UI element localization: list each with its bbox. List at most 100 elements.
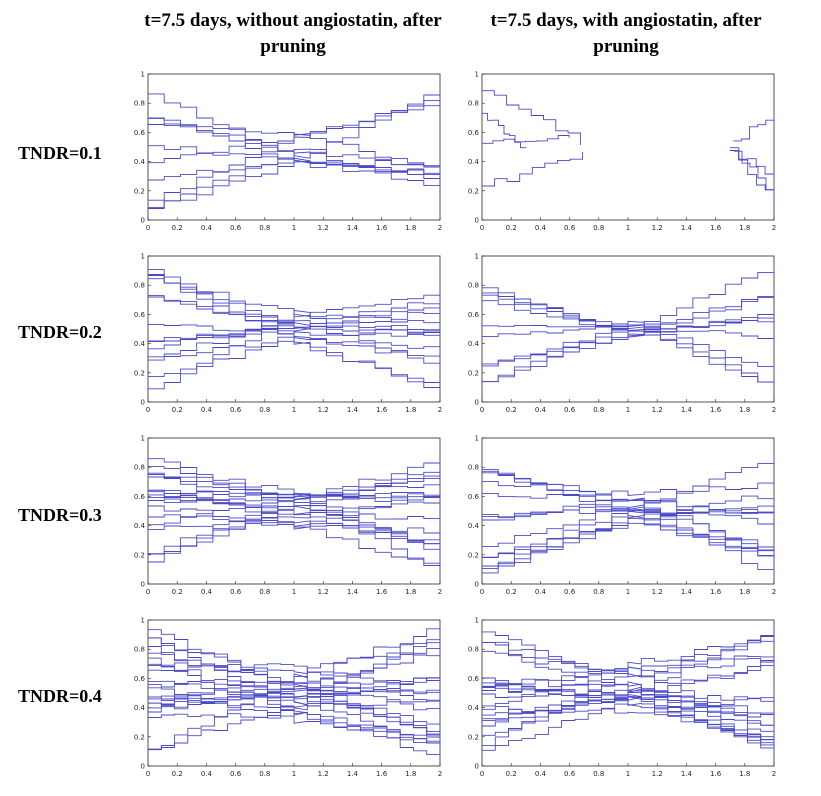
x-tick-label: 1.8 bbox=[405, 224, 416, 232]
vessel-line bbox=[148, 522, 441, 534]
vessel-line bbox=[733, 114, 775, 142]
y-tick-label: 0.8 bbox=[468, 646, 479, 654]
vessel-line bbox=[148, 466, 441, 499]
vessel-line bbox=[482, 494, 775, 569]
x-tick-label: 2 bbox=[438, 406, 442, 414]
vessel-line bbox=[148, 296, 441, 326]
y-tick-label: 0 bbox=[141, 399, 145, 407]
vessel-line bbox=[482, 90, 581, 145]
y-tick-label: 0.8 bbox=[468, 464, 479, 472]
vessel-plot-4-2: 0 0.2 0.4 0.6 0.8 1 1.2 1.4 1.6 1.8 2 0 0.2 0.4 0.6 0.8… bbox=[468, 617, 776, 779]
x-tick-label: 2 bbox=[772, 224, 776, 232]
x-tick-label: 1.8 bbox=[405, 588, 416, 596]
x-tick-label: 0.2 bbox=[506, 224, 517, 232]
x-tick-label: 1.4 bbox=[681, 588, 693, 596]
y-tick-label: 0 bbox=[141, 217, 145, 225]
x-tick-label: 0.4 bbox=[201, 406, 213, 414]
x-tick-label: 0.2 bbox=[172, 770, 183, 778]
x-tick-label: 1.2 bbox=[318, 406, 329, 414]
x-tick-label: 0.2 bbox=[506, 406, 517, 414]
vessel-line bbox=[482, 480, 775, 496]
x-tick-label: 0.8 bbox=[259, 224, 270, 232]
vessel-line bbox=[148, 637, 441, 690]
x-tick-label: 0.6 bbox=[564, 224, 576, 232]
x-tick-label: 1.2 bbox=[318, 588, 329, 596]
x-tick-label: 0.8 bbox=[593, 406, 604, 414]
x-tick-label: 0.8 bbox=[259, 406, 270, 414]
vessel-line bbox=[148, 88, 441, 181]
x-tick-label: 1 bbox=[626, 406, 630, 414]
y-tick-label: 0.8 bbox=[134, 646, 145, 654]
y-tick-label: 0.2 bbox=[468, 187, 479, 195]
y-tick-label: 0.2 bbox=[134, 187, 145, 195]
x-tick-label: 0.4 bbox=[535, 588, 547, 596]
x-tick-label: 1.4 bbox=[347, 770, 359, 778]
vessel-plot-2-2: 0 0.2 0.4 0.6 0.8 1 1.2 1.4 1.6 1.8 2 0 0.2 0.4 0.6 0.8… bbox=[468, 253, 776, 415]
y-tick-label: 0.8 bbox=[134, 464, 145, 472]
y-tick-label: 0.4 bbox=[134, 340, 146, 348]
vessel-line bbox=[148, 159, 441, 209]
vessel-line bbox=[148, 491, 441, 522]
x-tick-label: 0 bbox=[146, 224, 150, 232]
vessel-line bbox=[148, 514, 441, 546]
vessel-line bbox=[148, 274, 441, 392]
x-tick-label: 0.8 bbox=[593, 588, 604, 596]
x-tick-label: 2 bbox=[772, 770, 776, 778]
y-tick-label: 1 bbox=[141, 617, 145, 625]
plot-frame bbox=[481, 73, 775, 221]
x-tick-label: 2 bbox=[438, 224, 442, 232]
x-tick-label: 1.6 bbox=[376, 406, 388, 414]
y-tick-label: 0.6 bbox=[134, 129, 146, 137]
y-tick-label: 1 bbox=[141, 71, 145, 79]
x-tick-label: 0.6 bbox=[564, 588, 576, 596]
x-tick-label: 1.8 bbox=[739, 224, 750, 232]
y-tick-label: 0.4 bbox=[468, 522, 480, 530]
y-tick-label: 0.4 bbox=[134, 158, 146, 166]
x-tick-label: 1.6 bbox=[710, 406, 722, 414]
x-tick-label: 1.4 bbox=[681, 770, 693, 778]
y-tick-label: 0.4 bbox=[468, 340, 480, 348]
y-tick-label: 0.2 bbox=[134, 551, 145, 559]
x-tick-label: 1.6 bbox=[376, 588, 388, 596]
y-tick-label: 1 bbox=[141, 253, 145, 261]
y-tick-label: 0.6 bbox=[134, 493, 146, 501]
x-tick-label: 0.6 bbox=[230, 224, 242, 232]
vessel-line bbox=[148, 646, 441, 707]
vessel-line bbox=[148, 324, 441, 337]
x-tick-label: 0.2 bbox=[172, 406, 183, 414]
x-tick-label: 1.4 bbox=[347, 406, 359, 414]
x-tick-label: 1.2 bbox=[318, 224, 329, 232]
x-tick-label: 1.6 bbox=[710, 770, 722, 778]
x-tick-label: 0.6 bbox=[564, 770, 576, 778]
y-tick-label: 1 bbox=[141, 435, 145, 443]
y-tick-label: 0.4 bbox=[134, 704, 146, 712]
x-tick-label: 0.2 bbox=[506, 588, 517, 596]
vessel-line bbox=[482, 312, 775, 365]
y-tick-label: 0.8 bbox=[134, 282, 145, 290]
x-tick-label: 1.8 bbox=[405, 770, 416, 778]
x-tick-label: 0.4 bbox=[535, 770, 547, 778]
x-tick-label: 1.8 bbox=[739, 406, 750, 414]
x-tick-label: 0 bbox=[480, 224, 484, 232]
y-tick-label: 0.2 bbox=[468, 733, 479, 741]
y-tick-label: 0.8 bbox=[468, 282, 479, 290]
y-tick-label: 1 bbox=[475, 71, 479, 79]
x-tick-label: 0.2 bbox=[172, 224, 183, 232]
vessel-line bbox=[148, 117, 441, 187]
vessel-line bbox=[148, 626, 441, 750]
y-tick-label: 0 bbox=[141, 763, 145, 771]
x-tick-label: 0 bbox=[146, 588, 150, 596]
vessel-line bbox=[482, 320, 775, 383]
y-tick-label: 0 bbox=[475, 399, 479, 407]
x-tick-label: 1.6 bbox=[376, 770, 388, 778]
y-tick-label: 0.4 bbox=[134, 522, 146, 530]
x-tick-label: 0 bbox=[146, 770, 150, 778]
x-tick-label: 1.6 bbox=[376, 224, 388, 232]
y-tick-label: 0.6 bbox=[468, 493, 480, 501]
x-tick-label: 1.2 bbox=[652, 770, 663, 778]
x-tick-label: 1.8 bbox=[739, 770, 750, 778]
vessel-plot-1-1: 0 0.2 0.4 0.6 0.8 1 1.2 1.4 1.6 1.8 2 0 0.2 0.4 0.6 0.8… bbox=[134, 71, 442, 233]
y-tick-label: 0.6 bbox=[468, 311, 480, 319]
x-tick-label: 1.4 bbox=[681, 224, 693, 232]
x-tick-label: 0.6 bbox=[230, 406, 242, 414]
